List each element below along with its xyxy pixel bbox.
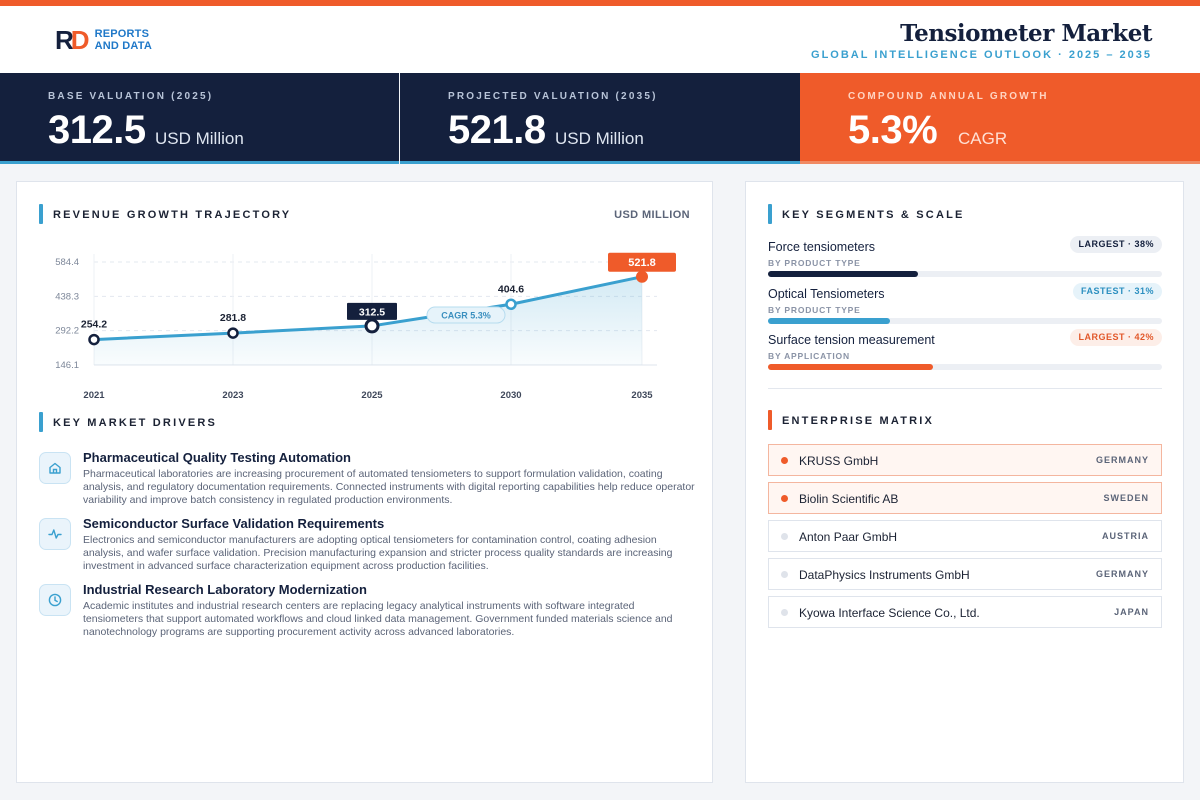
kpi-value: 312.5 xyxy=(48,108,146,152)
logo-line-2: AND DATA xyxy=(94,40,152,52)
segment-share-fill xyxy=(768,318,891,324)
x-tick-label: 2023 xyxy=(222,390,243,401)
page-subtitle: GLOBAL INTELLIGENCE OUTLOOK · 2025 – 203… xyxy=(811,49,1152,61)
company-name: Biolin Scientific AB xyxy=(799,492,899,506)
segment-share-fill xyxy=(768,364,934,370)
company-name: Kyowa Interface Science Co., Ltd. xyxy=(799,606,980,620)
kpi-label: COMPOUND ANNUAL GROWTH xyxy=(848,91,1049,102)
segment-category: BY PRODUCT TYPE xyxy=(768,305,861,315)
projected-label-bg xyxy=(608,252,676,272)
home-icon xyxy=(39,452,71,484)
segments-section-title: KEY SEGMENTS & SCALE xyxy=(768,204,965,224)
y-tick-label: 438.3 xyxy=(55,291,79,302)
enterprise-row[interactable]: DataPhysics Instruments GmbH GERMANY xyxy=(768,558,1162,590)
data-label: 281.8 xyxy=(220,312,246,324)
company-country: AUSTRIA xyxy=(1102,531,1149,541)
enterprise-row[interactable]: KRUSS GmbH GERMANY xyxy=(768,444,1162,476)
kpi-label: BASE VALUATION (2025) xyxy=(48,91,214,102)
segment-category: BY APPLICATION xyxy=(768,351,850,361)
company-name: KRUSS GmbH xyxy=(799,454,879,468)
company-name: Anton Paar GmbH xyxy=(799,530,898,544)
x-tick-label: 2035 xyxy=(631,390,653,401)
x-tick-label: 2021 xyxy=(83,390,105,401)
segment-share-bar xyxy=(768,271,1162,277)
company-country: JAPAN xyxy=(1114,607,1149,617)
company-country: GERMANY xyxy=(1095,569,1149,579)
status-dot xyxy=(781,457,788,464)
driver-title: Industrial Research Laboratory Moderniza… xyxy=(83,582,367,597)
kpi-label: PROJECTED VALUATION (2035) xyxy=(448,91,658,102)
status-dot xyxy=(781,571,788,578)
x-tick-label: 2030 xyxy=(500,390,521,401)
segment-name: Force tensiometers xyxy=(768,240,875,254)
driver-description: Pharmaceutical laboratories are increasi… xyxy=(83,468,695,507)
data-label: 254.2 xyxy=(81,319,107,331)
enterprise-section-title: ENTERPRISE MATRIX xyxy=(768,410,934,430)
data-point xyxy=(505,298,517,311)
cagr-annotation: CAGR 5.3% xyxy=(441,311,491,321)
kpi-unit: USD Million xyxy=(555,129,644,148)
y-tick-label: 292.2 xyxy=(55,326,79,337)
company-name: DataPhysics Instruments GmbH xyxy=(799,568,970,582)
chart-section-title: REVENUE GROWTH TRAJECTORY xyxy=(39,204,291,224)
status-dot xyxy=(781,495,788,502)
logo-mark: RD xyxy=(55,25,90,55)
logo-wordmark: REPORTS AND DATA xyxy=(95,28,152,52)
driver-description: Academic institutes and industrial resea… xyxy=(83,600,673,639)
data-point xyxy=(227,327,239,339)
driver-description: Electronics and semiconductor manufactur… xyxy=(83,534,673,573)
data-point xyxy=(88,333,100,346)
segment-category: BY PRODUCT TYPE xyxy=(768,258,861,268)
kpi-unit: USD Million xyxy=(155,129,244,148)
data-label: 404.6 xyxy=(498,283,524,295)
segment-badge: LARGEST · 42% xyxy=(1070,329,1162,346)
kpi-value: 521.8 xyxy=(448,108,546,152)
kpi-cagr: COMPOUND ANNUAL GROWTH 5.3% CAGR xyxy=(800,73,1200,164)
company-country: GERMANY xyxy=(1095,455,1149,465)
logo-line-1: REPORTS xyxy=(94,28,150,40)
clock-icon xyxy=(39,584,71,616)
segment-share-bar xyxy=(768,318,1162,324)
x-tick-label: 2025 xyxy=(361,390,383,401)
data-point-projected xyxy=(636,270,648,283)
left-panel: REVENUE GROWTH TRAJECTORY USD MILLION 58… xyxy=(16,181,713,783)
cagr-pill xyxy=(426,306,506,324)
y-tick-label: 146.1 xyxy=(55,360,79,371)
activity-icon xyxy=(39,518,71,550)
enterprise-row[interactable]: Anton Paar GmbH AUSTRIA xyxy=(768,520,1162,552)
status-dot xyxy=(781,609,788,616)
brand-logo[interactable]: RD REPORTS AND DATA xyxy=(55,25,152,55)
top-accent-bar xyxy=(0,0,1200,6)
driver-title: Semiconductor Surface Validation Require… xyxy=(83,516,385,531)
enterprise-row[interactable]: Kyowa Interface Science Co., Ltd. JAPAN xyxy=(768,596,1162,628)
area-fill xyxy=(94,276,642,365)
segment-badge: FASTEST · 31% xyxy=(1072,283,1162,300)
kpi-base-valuation: BASE VALUATION (2025) 312.5 USD Million xyxy=(0,73,399,164)
status-dot xyxy=(781,533,788,540)
header: RD REPORTS AND DATA Tensiometer Market G… xyxy=(0,6,1200,73)
y-tick-label: 584.4 xyxy=(55,257,79,268)
segment-share-fill xyxy=(768,271,918,277)
kpi-value: 5.3% xyxy=(848,108,938,152)
chart-unit-label: USD MILLION xyxy=(614,209,690,221)
segment-name: Surface tension measurement xyxy=(768,333,935,347)
section-divider xyxy=(768,388,1162,389)
page-title: Tensiometer Market xyxy=(900,20,1152,47)
kpi-projected-valuation: PROJECTED VALUATION (2035) 521.8 USD Mil… xyxy=(400,73,800,164)
enterprise-row[interactable]: Biolin Scientific AB SWEDEN xyxy=(768,482,1162,514)
revenue-line-chart: 584.4 438.3 292.2 146.1 CAGR 5.3% 254.2 2021 28… xyxy=(55,252,676,401)
driver-title: Pharmaceutical Quality Testing Automatio… xyxy=(83,450,351,465)
segment-share-bar xyxy=(768,364,1162,370)
data-label: 312.5 xyxy=(359,306,385,318)
drivers-section-title: KEY MARKET DRIVERS xyxy=(39,412,217,432)
segment-name: Optical Tensiometers xyxy=(768,287,885,301)
segment-badge: LARGEST · 38% xyxy=(1070,236,1162,253)
base-label-bg xyxy=(347,302,397,320)
company-country: SWEDEN xyxy=(1103,493,1149,503)
data-label: 521.8 xyxy=(628,257,656,269)
kpi-unit: CAGR xyxy=(958,129,1008,148)
right-panel: KEY SEGMENTS & SCALE Force tensiometers … xyxy=(745,181,1184,783)
data-point-base xyxy=(364,318,380,334)
